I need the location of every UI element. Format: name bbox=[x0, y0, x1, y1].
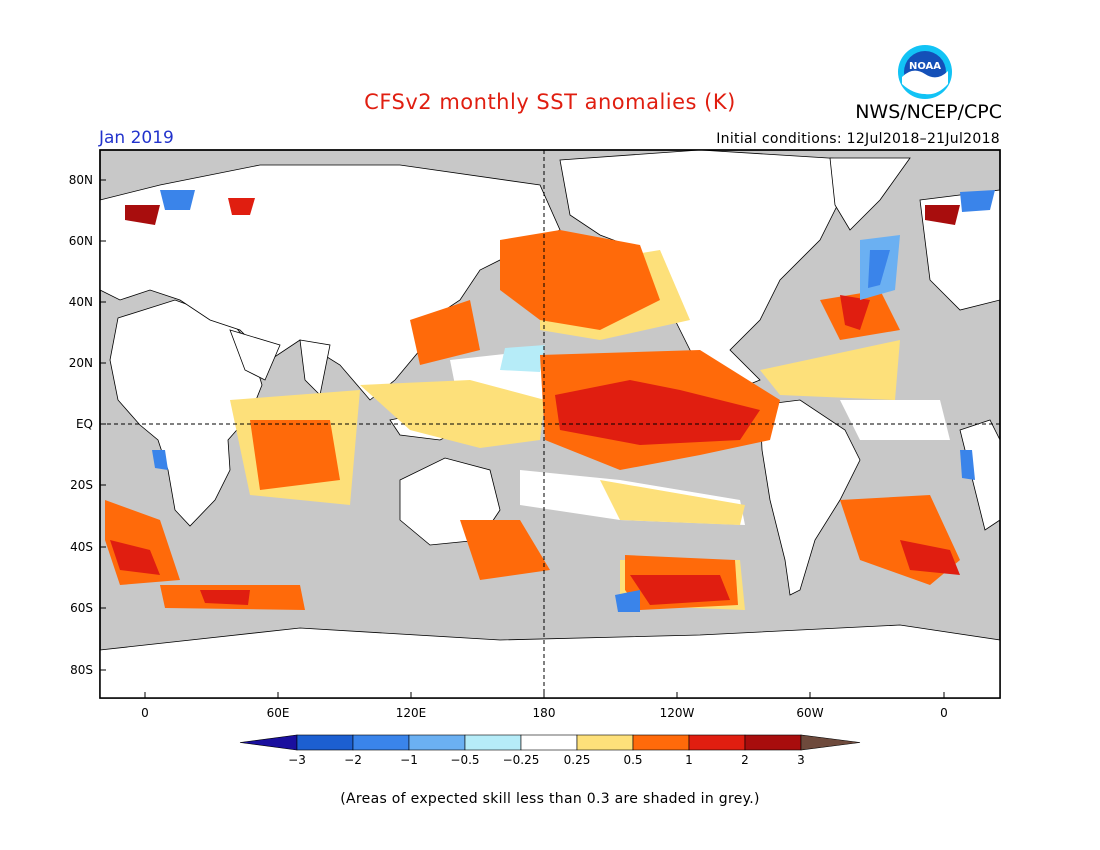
lat-label: 40S bbox=[70, 540, 93, 554]
latitude-ticks: 80N 60N 40N 20N EQ 20S 40S 60S 80S bbox=[69, 173, 106, 677]
lat-label: EQ bbox=[76, 417, 93, 431]
colorbar-label: 3 bbox=[797, 753, 805, 767]
lon-label: 60E bbox=[267, 706, 290, 720]
colorbar-box bbox=[464, 734, 522, 751]
colorbar-box bbox=[408, 734, 466, 751]
colorbar-box bbox=[520, 734, 578, 751]
lat-label: 80S bbox=[70, 663, 93, 677]
colorbar-arrow-high bbox=[800, 734, 861, 751]
noaa-logo: NOAA bbox=[893, 44, 957, 100]
chart-title: CFSv2 monthly SST anomalies (K) bbox=[364, 90, 736, 114]
lon-label: 120W bbox=[660, 706, 695, 720]
colorbar-arrow-low bbox=[239, 734, 298, 751]
skill-footnote: (Areas of expected skill less than 0.3 a… bbox=[340, 791, 760, 807]
lon-label: 60W bbox=[796, 706, 823, 720]
lat-label: 80N bbox=[69, 173, 93, 187]
colorbar-box bbox=[352, 734, 410, 751]
valid-month: Jan 2019 bbox=[99, 128, 174, 148]
agency-label: NWS/NCEP/CPC bbox=[855, 101, 1002, 123]
colorbar-label: −2 bbox=[344, 753, 362, 767]
lat-label: 40N bbox=[69, 295, 93, 309]
logo-text: NOAA bbox=[909, 61, 941, 72]
colorbar-box bbox=[296, 734, 354, 751]
colorbar-label: 0.25 bbox=[564, 753, 591, 767]
colorbar-box bbox=[632, 734, 690, 751]
longitude-ticks: 0 60E 120E 180 120W 60W 0 bbox=[141, 692, 948, 720]
lon-label: 120E bbox=[396, 706, 427, 720]
colorbar-label: 0.5 bbox=[623, 753, 642, 767]
land-masses bbox=[99, 149, 1001, 699]
colorbar-label: −1 bbox=[400, 753, 418, 767]
lat-label: 60N bbox=[69, 234, 93, 248]
colorbar-box bbox=[576, 734, 634, 751]
colorbar-label: −0.5 bbox=[450, 753, 479, 767]
colorbar-box bbox=[744, 734, 802, 751]
initial-conditions: Initial conditions: 12Jul2018–21Jul2018 bbox=[716, 131, 1000, 147]
lat-label: 20N bbox=[69, 356, 93, 370]
anomaly-patches bbox=[105, 190, 995, 612]
colorbar-box bbox=[688, 734, 746, 751]
lat-label: 20S bbox=[70, 478, 93, 492]
colorbar-label: 2 bbox=[741, 753, 749, 767]
lat-label: 60S bbox=[70, 601, 93, 615]
colorbar-label: −0.25 bbox=[503, 753, 540, 767]
colorbar-label: 1 bbox=[685, 753, 693, 767]
colorbar-label: −3 bbox=[288, 753, 306, 767]
lon-label: 0 bbox=[940, 706, 948, 720]
lon-label: 180 bbox=[533, 706, 556, 720]
lon-label: 0 bbox=[141, 706, 149, 720]
